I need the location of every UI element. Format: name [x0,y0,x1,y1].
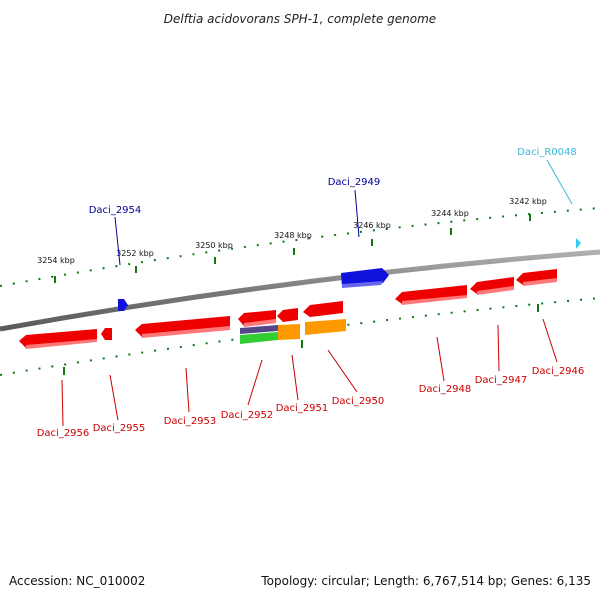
upper-scale-ring [0,207,600,287]
gene-label-daci-2952[interactable]: Daci_2952 [221,410,274,421]
lower-major-ticks [63,304,539,375]
gene-daci-2946-shape[interactable] [516,269,557,286]
gene-daci-2951-shape[interactable] [277,308,300,340]
tick-label-3248: 3248 kbp [274,231,312,240]
gene-label-daci-2949[interactable]: Daci_2949 [328,177,381,188]
gene-daci-2950-shape[interactable] [303,301,346,335]
gene-label-daci-2955[interactable]: Daci_2955 [93,423,146,434]
tick-label-3246: 3246 kbp [353,221,391,230]
leader-lines [61,159,573,427]
tick-label-3252: 3252 kbp [116,249,154,258]
gene-daci-r0048-shape[interactable] [576,238,581,249]
gene-daci-2947-shape[interactable] [470,277,514,295]
accession-text: Accession: NC_010002 [9,574,145,588]
gene-labels: Daci_2956 Daci_2955 Daci_2954 Daci_2953 … [37,147,585,439]
tick-labels: 3254 kbp 3252 kbp 3250 kbp 3248 kbp 3246… [37,197,547,265]
tick-label-3242: 3242 kbp [509,197,547,206]
gene-label-daci-2953[interactable]: Daci_2953 [164,416,217,427]
gene-daci-2953-shape[interactable] [135,316,230,338]
gene-label-daci-2956[interactable]: Daci_2956 [37,428,90,439]
gene-label-daci-r0048[interactable]: Daci_R0048 [517,147,577,158]
gene-daci-2952-shape[interactable] [238,310,278,344]
gene-daci-2949-shape[interactable] [341,268,389,288]
map-title: Delftia acidovorans SPH-1, complete geno… [164,12,436,26]
gene-label-daci-2951[interactable]: Daci_2951 [276,403,329,414]
gene-label-daci-2950[interactable]: Daci_2950 [332,396,385,407]
gene-label-daci-2954[interactable]: Daci_2954 [89,205,142,216]
upper-major-ticks [54,214,531,283]
tick-label-3244: 3244 kbp [431,209,469,218]
gene-daci-2956-shape[interactable] [19,329,97,349]
gene-label-daci-2947[interactable]: Daci_2947 [475,375,528,386]
genome-summary-text: Topology: circular; Length: 6,767,514 bp… [260,574,591,588]
gene-daci-2948-shape[interactable] [395,285,467,305]
gene-daci-2954-shape[interactable] [118,299,128,311]
tick-label-3254: 3254 kbp [37,256,75,265]
lower-scale-ring [0,297,600,376]
gene-daci-2955-shape[interactable] [101,328,112,340]
tick-label-3250: 3250 kbp [195,241,233,250]
gene-label-daci-2946[interactable]: Daci_2946 [532,366,585,377]
genome-backbone [0,249,600,332]
gene-label-daci-2948[interactable]: Daci_2948 [419,384,472,395]
